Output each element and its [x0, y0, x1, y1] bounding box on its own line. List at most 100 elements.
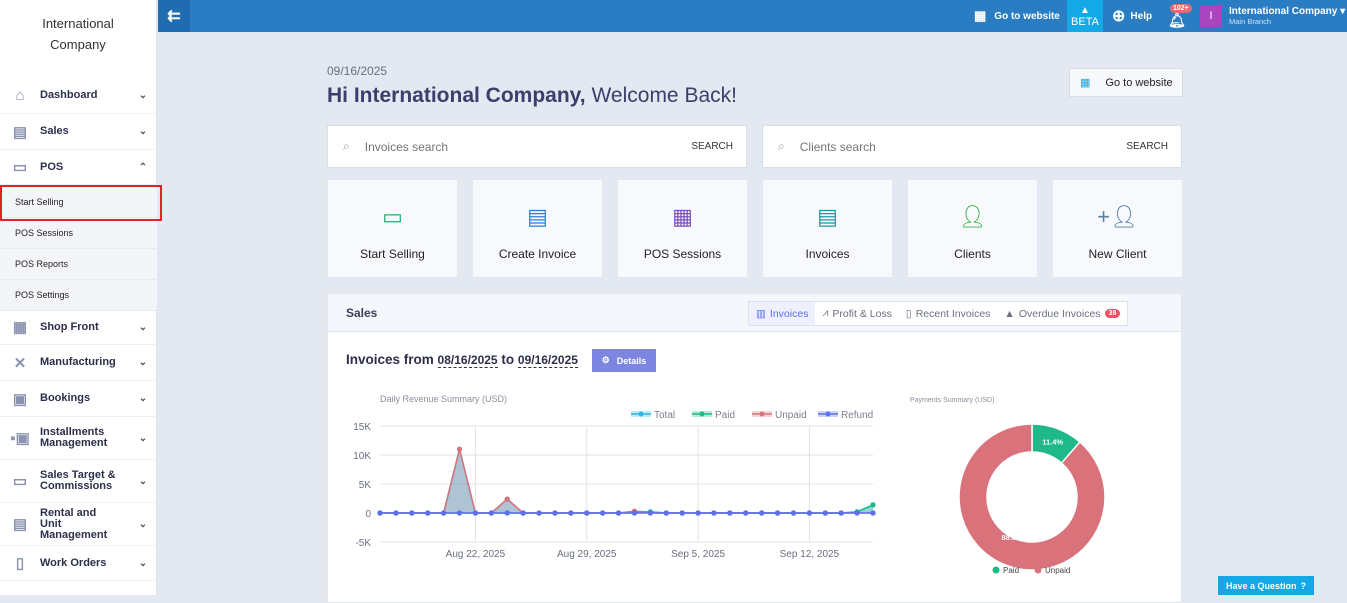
sales-header: Sales ▥ Invoices ⩘ Profit & Loss ▯ Recent I… [328, 294, 1181, 332]
range-from[interactable]: 08/16/2025 [437, 353, 498, 368]
brand-name[interactable]: International Company [0, 0, 156, 78]
sub-label: POS Reports [15, 259, 69, 269]
nav-label: Installments Management [40, 426, 108, 449]
sidebar-item-bookings[interactable]: ▣ Bookings ⌄ [0, 381, 157, 417]
quick-invoices[interactable]: ▤ Invoices [762, 179, 893, 278]
clients-search: ⌕ SEARCH [762, 125, 1182, 168]
have-a-question-button[interactable]: Have a Question? [1218, 576, 1314, 595]
sidebar-item-pos[interactable]: ▭ POS ⌃ [0, 150, 157, 185]
go-to-website-link[interactable]: ▦ Go to website [974, 0, 1060, 32]
help-label: Help [1130, 10, 1153, 22]
user-plus-icon: +👤︎ [1097, 204, 1138, 229]
nav-label: POS [40, 160, 64, 173]
chevron-down-icon: ⌄ [138, 475, 148, 487]
quick-pos-sessions[interactable]: ▦ POS Sessions [617, 179, 748, 278]
gear-icon: ⚙ [601, 355, 610, 365]
tab-overdue-invoices[interactable]: ▲ Overdue Invoices 38 [997, 302, 1127, 325]
tab-profit-loss[interactable]: ⩘ Profit & Loss [815, 302, 898, 325]
tab-invoices[interactable]: ▥ Invoices [749, 302, 816, 325]
chevron-down-icon: ⌄ [138, 518, 148, 530]
sidebar-item-installments[interactable]: ▪▣ Installments Management ⌄ [0, 417, 157, 460]
go-to-website-label: Go to website [994, 10, 1060, 22]
sales-tabs: ▥ Invoices ⩘ Profit & Loss ▯ Recent Invoice… [748, 301, 1129, 326]
store-icon: ▦ [1080, 77, 1091, 89]
brand-line: Company [50, 37, 106, 52]
details-label: Details [616, 355, 647, 366]
company-name: International Company ▾ [1229, 6, 1345, 17]
quick-start-selling[interactable]: ▭ Start Selling [327, 179, 458, 278]
nav-label: Shop Front [40, 320, 99, 333]
date-label: 09/16/2025 [327, 64, 388, 78]
tab-label: Overdue Invoices [1018, 307, 1101, 320]
tools-icon: ✕ [13, 354, 27, 372]
rental-icon: ▤ [12, 516, 28, 533]
chevron-down-icon: ⌄ [138, 126, 148, 137]
collapse-sidebar-button[interactable]: ⇇ [158, 0, 190, 32]
sidebar: International Company ⌂ Dashboard ⌄ ▤ Sales ⌄… [0, 0, 162, 595]
beta-button[interactable]: ▲ BETA [1067, 0, 1103, 32]
chevron-down-icon: ⌄ [138, 393, 148, 404]
chevron-down-icon: ⌄ [138, 357, 148, 368]
account-menu[interactable]: International Company ▾ Main Branch [1229, 0, 1345, 32]
notifications-button[interactable]: 🔔︎ 102+ [1168, 0, 1192, 32]
range-to[interactable]: 09/16/2025 [517, 353, 578, 368]
search-icon: ⌕ [778, 139, 785, 153]
sidebar-item-dashboard[interactable]: ⌂ Dashboard ⌄ [0, 78, 157, 114]
chevron-down-icon: ⌄ [138, 321, 148, 333]
user-icon: 👤︎ [958, 204, 987, 229]
sales-title: Sales [346, 306, 378, 320]
search-icon: ⌕ [343, 139, 350, 153]
pos-reports[interactable]: POS Reports [0, 249, 157, 280]
quick-create-invoice[interactable]: ▤ Create Invoice [472, 179, 603, 278]
clipboard-icon: ▯ [15, 555, 25, 572]
installments-icon: ▪▣ [10, 430, 30, 447]
pos-start-selling[interactable]: Start Selling [0, 186, 157, 218]
sales-icon: ▤ [12, 123, 28, 141]
arrow-left-icon: ⇇ [167, 8, 181, 25]
bar-chart-icon: ▥ [756, 307, 766, 320]
chevron-up-icon: ⌃ [138, 161, 148, 173]
invoices-search-input[interactable] [364, 139, 692, 154]
calculator-icon: ▦ [672, 204, 693, 229]
sidebar-item-rental[interactable]: ▤ Rental and Unit Management ⌄ [0, 503, 157, 546]
sidebar-item-sales-target[interactable]: ▭ Sales Target & Commissions ⌄ [0, 460, 157, 503]
money-icon: ▭ [12, 473, 28, 490]
sub-label: POS Sessions [15, 228, 74, 238]
clients-search-button[interactable]: SEARCH [1126, 141, 1168, 152]
nav-label: Dashboard [40, 89, 98, 101]
sidebar-item-sales[interactable]: ▤ Sales ⌄ [0, 114, 157, 150]
overdue-badge: 38 [1104, 309, 1121, 318]
pos-sessions[interactable]: POS Sessions [0, 218, 157, 249]
pos-icon: ▭ [12, 159, 28, 176]
store-icon: ▦ [974, 8, 987, 23]
pos-settings[interactable]: POS Settings [0, 280, 157, 311]
nav-label: Manufacturing [40, 356, 116, 368]
go-to-website-button[interactable]: ▦ Go to website [1069, 68, 1183, 97]
calendar-icon: ▣ [12, 390, 28, 408]
sub-label: POS Settings [15, 290, 70, 300]
sidebar-item-work-orders[interactable]: ▯ Work Orders ⌄ [0, 546, 157, 581]
quick-action-label: Start Selling [360, 247, 425, 261]
caret-down-icon: ▾ [1340, 6, 1346, 17]
sidebar-item-manufacturing[interactable]: ✕ Manufacturing ⌄ [0, 345, 157, 381]
nav-label: Work Orders [40, 556, 107, 569]
help-button[interactable]: ⊕ Help [1112, 0, 1152, 32]
company-text: International Company [1229, 6, 1338, 17]
brand-line: International [42, 16, 114, 31]
quick-clients[interactable]: 👤︎ Clients [907, 179, 1038, 278]
clients-search-input[interactable] [799, 139, 1127, 154]
avatar[interactable]: I [1200, 5, 1222, 27]
bell-icon: 🔔︎ [1168, 11, 1186, 28]
help-button-label: Have a Question [1225, 580, 1297, 591]
nav-label: Sales Target & Commissions [40, 469, 116, 492]
sidebar-item-shop-front[interactable]: ▦ Shop Front ⌄ [0, 310, 157, 345]
quick-action-label: POS Sessions [643, 247, 722, 261]
quick-action-label: Create Invoice [498, 247, 577, 261]
document-icon: ▯ [905, 307, 912, 320]
tab-recent-invoices[interactable]: ▯ Recent Invoices [899, 302, 998, 325]
quick-new-client[interactable]: +👤︎ New Client [1052, 179, 1183, 278]
details-button[interactable]: ⚙ Details [592, 349, 656, 372]
top-bar: ⇇ ▦ Go to website ▲ BETA ⊕ Help 🔔︎ 102+ I In… [158, 0, 1347, 32]
highlight-box [0, 185, 162, 221]
invoices-search-button[interactable]: SEARCH [691, 141, 733, 152]
